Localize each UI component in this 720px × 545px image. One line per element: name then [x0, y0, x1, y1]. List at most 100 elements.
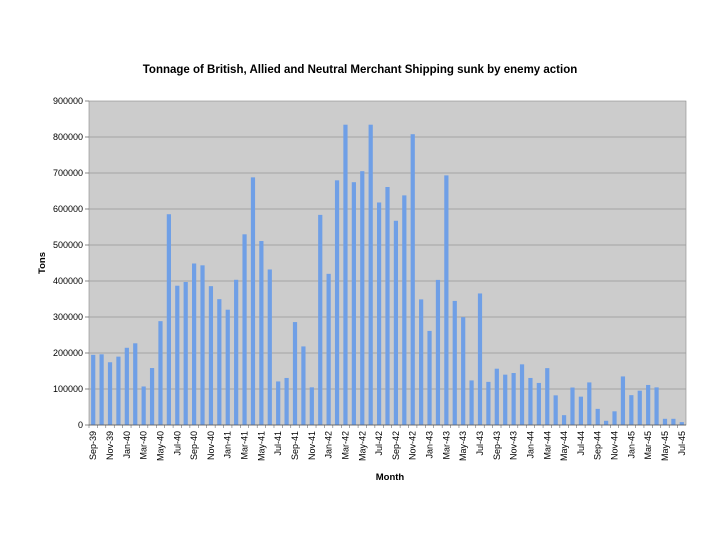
bar-apr-40 [149, 368, 155, 425]
x-tick-label: Nov-41 [307, 431, 317, 460]
x-tick-label: Jan-44 [525, 431, 535, 459]
x-tick-label: Sep-40 [189, 431, 199, 460]
bar-apr-43 [452, 300, 457, 425]
bar-jun-42 [368, 124, 373, 425]
bar-jan-45 [629, 395, 634, 425]
bar-nov-40 [208, 286, 214, 425]
y-tick-label: 500000 [53, 240, 83, 250]
x-tick-label: Nov-39 [105, 431, 115, 460]
bar-jul-44 [578, 396, 583, 425]
bar-aug-41 [284, 377, 289, 425]
bar-apr-45 [654, 387, 659, 425]
bar-jan-44 [528, 377, 533, 425]
bar-feb-41 [234, 279, 239, 425]
bar-feb-45 [637, 390, 642, 425]
x-tick-label: Mar-41 [240, 431, 250, 460]
bar-dec-40 [217, 299, 222, 425]
bar-dec-43 [519, 364, 525, 425]
y-tick-label: 100000 [53, 384, 83, 394]
bar-may-41 [259, 241, 264, 425]
bar-may-45 [662, 418, 668, 425]
x-tick-label: May-45 [660, 431, 670, 461]
y-tick-label: 200000 [53, 348, 83, 358]
bar-jan-40 [124, 347, 129, 425]
y-tick-label: 300000 [53, 312, 83, 322]
y-tick-label: 400000 [53, 276, 83, 286]
bar-feb-44 [536, 382, 541, 425]
bar-mar-41 [242, 234, 247, 425]
bar-jul-42 [376, 202, 382, 425]
y-tick-label: 900000 [53, 96, 83, 106]
x-tick-label: Nov-42 [408, 431, 418, 460]
bar-mar-40 [141, 386, 146, 425]
x-tick-label: Mar-44 [542, 431, 552, 460]
bar-apr-42 [351, 182, 356, 425]
x-tick-label: Jul-41 [273, 431, 283, 456]
bar-may-43 [461, 317, 466, 425]
bar-aug-40 [183, 281, 188, 425]
bar-nov-41 [309, 387, 314, 425]
x-tick-label: Sep-39 [88, 431, 98, 460]
bar-jul-45 [679, 422, 684, 425]
bar-sep-42 [393, 220, 399, 425]
bar-jun-44 [570, 387, 575, 425]
bar-jul-41 [276, 381, 281, 425]
bar-may-40 [158, 321, 163, 425]
y-tick-label: 0 [78, 420, 83, 430]
bar-feb-42 [334, 180, 340, 425]
bar-oct-40 [200, 265, 205, 425]
bar-mar-44 [545, 368, 550, 425]
x-tick-label: Nov-44 [610, 431, 620, 460]
x-axis-label: Month [376, 472, 405, 483]
bar-jun-43 [469, 380, 474, 425]
bar-may-42 [360, 171, 365, 425]
bar-may-44 [561, 415, 567, 425]
x-tick-label: Sep-42 [391, 431, 401, 460]
x-tick-label: Jul-43 [475, 431, 485, 456]
y-axis-ticks: 0 100000 200000 300000 400000 500000 600000 700… [53, 96, 89, 430]
bar-jun-41 [267, 269, 272, 425]
x-tick-label: Mar-43 [441, 431, 451, 460]
x-tick-label: Sep-44 [593, 431, 603, 460]
x-tick-label: May-41 [256, 431, 266, 461]
bar-sep-40 [192, 263, 197, 425]
bar-aug-44 [587, 382, 592, 425]
bar-oct-41 [301, 346, 306, 425]
bar-nov-42 [410, 134, 415, 425]
y-tick-label: 700000 [53, 168, 83, 178]
x-tick-label: Nov-40 [206, 431, 216, 460]
bar-jun-45 [671, 418, 676, 425]
bar-dec-44 [620, 376, 626, 425]
y-axis-label: Tons [37, 252, 48, 274]
x-tick-label: Jan-40 [122, 431, 132, 459]
bar-oct-39 [99, 354, 104, 425]
bar-dec-39 [116, 356, 121, 425]
x-tick-label: Sep-43 [492, 431, 502, 460]
x-tick-label: Jul-44 [576, 431, 586, 456]
x-tick-label: Jan-42 [324, 431, 334, 459]
bar-aug-42 [385, 186, 390, 425]
bar-oct-43 [503, 374, 508, 425]
y-tick-label: 600000 [53, 204, 83, 214]
x-tick-label: Sep-41 [290, 431, 300, 460]
x-tick-label: Nov-43 [509, 431, 519, 460]
bar-jul-40 [175, 285, 180, 425]
x-tick-label: Jan-43 [425, 431, 435, 459]
x-tick-label: Mar-40 [139, 431, 149, 460]
bar-jun-40 [166, 214, 171, 425]
x-axis-ticks: Sep-39 Nov-39 Jan-40 Mar-40 May-40 Jul-40 Sep-… [88, 425, 687, 461]
bar-oct-44 [604, 420, 609, 425]
bar-dec-41 [318, 214, 323, 425]
bar-dec-42 [419, 299, 424, 425]
x-tick-label: Jul-40 [172, 431, 182, 456]
x-tick-label: May-40 [155, 431, 165, 461]
x-tick-label: Jan-45 [626, 431, 636, 459]
bar-nov-43 [511, 373, 516, 425]
bars [91, 124, 684, 425]
x-tick-label: Mar-42 [340, 431, 350, 460]
bar-jan-42 [326, 273, 331, 425]
bar-mar-42 [343, 124, 348, 425]
x-tick-label: May-43 [458, 431, 468, 461]
